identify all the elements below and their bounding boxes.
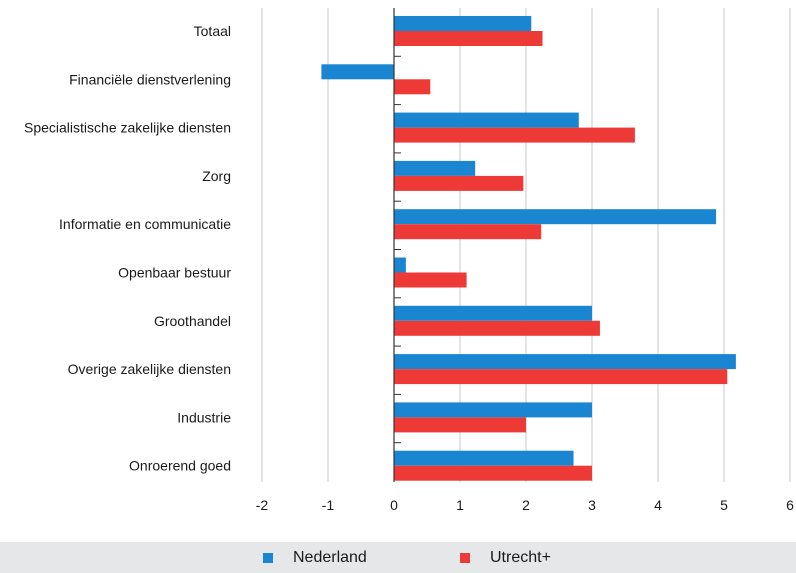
bar-utrecht [394,369,728,385]
bar-utrecht [394,31,543,46]
x-tick-label: 3 [588,497,596,513]
bar-nederland [394,209,717,225]
category-label: Informatie en communicatie [59,216,231,232]
bar-utrecht [394,417,526,433]
legend: Nederland Utrecht+ [0,542,796,573]
bar-utrecht [394,320,600,336]
legend-swatch-nederland [263,552,273,563]
legend-label-nederland: Nederland [293,548,367,566]
legend-label-utrecht: Utrecht+ [490,548,551,566]
category-label: Specialistische zakelijke diensten [24,120,231,136]
bar-utrecht [394,224,542,240]
bar-utrecht [394,127,635,143]
x-tick-label: 2 [522,497,530,513]
bar-nederland [394,354,736,370]
x-tick-label: 5 [720,497,728,513]
category-label: Openbaar bestuur [118,265,231,281]
bar-nederland [394,402,592,418]
category-label: Totaal [194,23,231,39]
category-label: Industrie [177,409,231,425]
bar-nederland [321,64,394,80]
bar-nederland [394,112,579,128]
bar-nederland [394,305,592,321]
bar-nederland [394,257,406,273]
category-label: Zorg [202,168,231,184]
bar-utrecht [394,79,431,95]
bar-utrecht [394,465,592,481]
x-tick-label: 6 [786,497,794,513]
bar-utrecht [394,272,467,288]
bar-nederland [394,16,532,31]
x-tick-label: 0 [390,497,398,513]
bar-chart: -2 -1 0 1 2 3 4 5 6 Totaal Financiële dienstverlen… [24,8,794,513]
category-label: Groothandel [154,313,231,329]
bar-utrecht [394,175,524,191]
legend-item-utrecht: Utrecht+ [460,542,551,573]
x-tick-label: 1 [456,497,464,513]
bar-nederland [394,160,476,176]
category-label: Financiële dienstverlening [69,71,231,87]
x-tick-label: 4 [654,497,662,513]
legend-swatch-utrecht [460,552,470,563]
category-label: Overige zakelijke diensten [68,361,231,377]
bar-nederland [394,450,574,466]
category-label: Onroerend goed [129,458,231,474]
x-tick-label: -2 [256,497,269,513]
legend-item-nederland: Nederland [263,542,367,573]
x-tick-label: -1 [322,497,335,513]
